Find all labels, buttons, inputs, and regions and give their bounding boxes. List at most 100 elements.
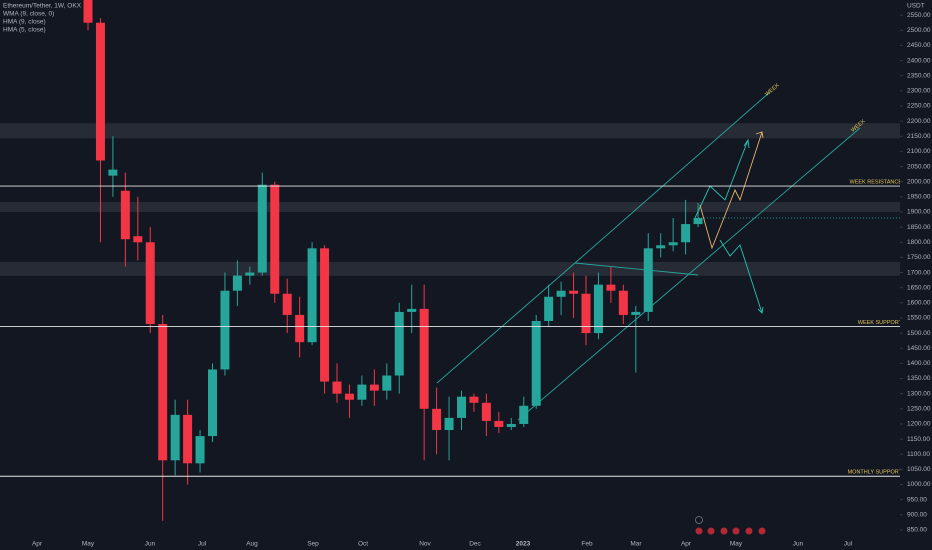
currency-label: USDT bbox=[907, 3, 925, 10]
candle-body bbox=[681, 224, 691, 243]
candle-body bbox=[394, 311, 404, 376]
candle-body bbox=[457, 396, 466, 418]
candle-body bbox=[357, 384, 367, 400]
x-tick-label: Dec bbox=[469, 541, 481, 548]
x-tick-label: Aug bbox=[246, 541, 258, 548]
candle-body bbox=[95, 22, 105, 161]
y-tick-label: 1100.00 bbox=[907, 451, 930, 458]
y-tick-label: 1750.00 bbox=[907, 254, 931, 261]
candle-body bbox=[245, 272, 255, 276]
y-tick-label: 1700.00 bbox=[907, 269, 931, 276]
y-tick-label: 1050.00 bbox=[907, 466, 931, 473]
candle-body bbox=[320, 248, 330, 382]
x-tick-label: Apr bbox=[32, 541, 43, 548]
candle-body bbox=[569, 290, 579, 294]
y-tick-label: 2050.00 bbox=[907, 163, 931, 170]
candle-body bbox=[432, 408, 442, 431]
y-tick-label: 1650.00 bbox=[907, 284, 931, 291]
candle-body bbox=[481, 402, 491, 421]
x-tick-label: May bbox=[82, 541, 95, 548]
projection-arrow bbox=[694, 139, 749, 219]
drawings bbox=[436, 91, 861, 421]
y-tick-label: 1950.00 bbox=[907, 194, 931, 201]
candle-body bbox=[581, 293, 591, 334]
candle-body bbox=[120, 190, 130, 240]
candle-body bbox=[544, 296, 554, 321]
y-tick-label: 2100.00 bbox=[907, 148, 931, 155]
level-name: WEEK SUPPORT bbox=[858, 320, 903, 326]
zone bbox=[0, 261, 900, 276]
candle-body bbox=[270, 184, 280, 294]
level-name: MONTHLY SUPPORT bbox=[848, 470, 903, 476]
x-tick-label: Mar bbox=[630, 541, 642, 548]
candle-body bbox=[531, 320, 541, 406]
y-tick-label: 1150.00 bbox=[907, 436, 930, 443]
y-tick-label: 2300.00 bbox=[907, 88, 931, 95]
candle-body bbox=[593, 284, 603, 334]
candle-body bbox=[419, 308, 429, 409]
channel-line bbox=[574, 91, 771, 264]
zone bbox=[0, 201, 900, 212]
zone bbox=[0, 123, 900, 139]
candle-body bbox=[606, 284, 616, 291]
y-tick-label: 1000.00 bbox=[907, 481, 931, 488]
y-tick-label: 2450.00 bbox=[907, 42, 931, 49]
x-tick-label: Jul bbox=[844, 541, 853, 548]
candle-body bbox=[693, 218, 703, 225]
projection-arrow bbox=[699, 131, 763, 250]
candle-body bbox=[631, 311, 641, 315]
x-tick-label: May bbox=[730, 541, 743, 548]
y-tick-label: 1300.00 bbox=[907, 390, 931, 397]
y-tick-label: 1200.00 bbox=[907, 421, 931, 428]
candle-body bbox=[556, 290, 566, 297]
candle-body bbox=[158, 324, 168, 461]
channel-line bbox=[436, 262, 576, 384]
y-tick-label: 950.00 bbox=[907, 496, 927, 503]
candle-body bbox=[494, 420, 504, 427]
y-tick-label: 2000.00 bbox=[907, 178, 931, 185]
event-icon bbox=[695, 516, 703, 524]
candle-body bbox=[257, 184, 267, 273]
y-tick-label: 1800.00 bbox=[907, 239, 931, 246]
y-tick-label: 2500.00 bbox=[907, 27, 931, 34]
x-tick-label: Nov bbox=[419, 541, 431, 548]
candle-body bbox=[618, 290, 628, 315]
indicator-label: HMA (5, close) bbox=[3, 27, 46, 34]
x-tick-label: Apr bbox=[681, 541, 692, 548]
y-tick-label: 850.00 bbox=[907, 527, 927, 534]
candle-body bbox=[656, 245, 666, 249]
event-icon bbox=[732, 527, 740, 535]
y-tick-label: 2550.00 bbox=[907, 12, 931, 19]
y-tick-label: 900.00 bbox=[907, 512, 927, 519]
candle-body bbox=[332, 381, 342, 394]
projection-arrow bbox=[719, 239, 763, 314]
indicator-label: HMA (9, close) bbox=[3, 19, 46, 26]
arrow-head bbox=[743, 138, 750, 149]
y-tick-label: 2200.00 bbox=[907, 118, 931, 125]
candle-body bbox=[444, 417, 454, 431]
event-icon bbox=[707, 527, 715, 535]
price-axis-bg bbox=[900, 0, 932, 550]
event-icon bbox=[745, 527, 753, 535]
indicator-label: WMA (9, close, 0) bbox=[3, 11, 54, 18]
candle-body bbox=[108, 169, 118, 176]
candle-body bbox=[133, 236, 143, 243]
x-tick-label: Jul bbox=[198, 541, 207, 548]
y-tick-label: 1850.00 bbox=[907, 224, 931, 231]
y-tick-label: 2250.00 bbox=[907, 103, 931, 110]
y-tick-label: 1600.00 bbox=[907, 300, 931, 307]
y-tick-label: 1500.00 bbox=[907, 330, 931, 337]
y-tick-label: 1900.00 bbox=[907, 209, 931, 216]
y-tick-label: 2350.00 bbox=[907, 72, 931, 79]
event-icon bbox=[720, 527, 728, 535]
x-tick-label: 2023 bbox=[516, 541, 531, 548]
x-tick-label: Jun bbox=[145, 541, 156, 548]
candle-body bbox=[282, 293, 292, 315]
candle-body bbox=[668, 242, 678, 246]
candle-body bbox=[295, 314, 305, 343]
chart-title: Ethereum/Tether, 1W, OKX bbox=[3, 3, 82, 10]
level-name: WEEK RESISTANCE bbox=[850, 180, 903, 186]
y-tick-label: 2150.00 bbox=[907, 133, 931, 140]
candle-body bbox=[369, 384, 379, 391]
